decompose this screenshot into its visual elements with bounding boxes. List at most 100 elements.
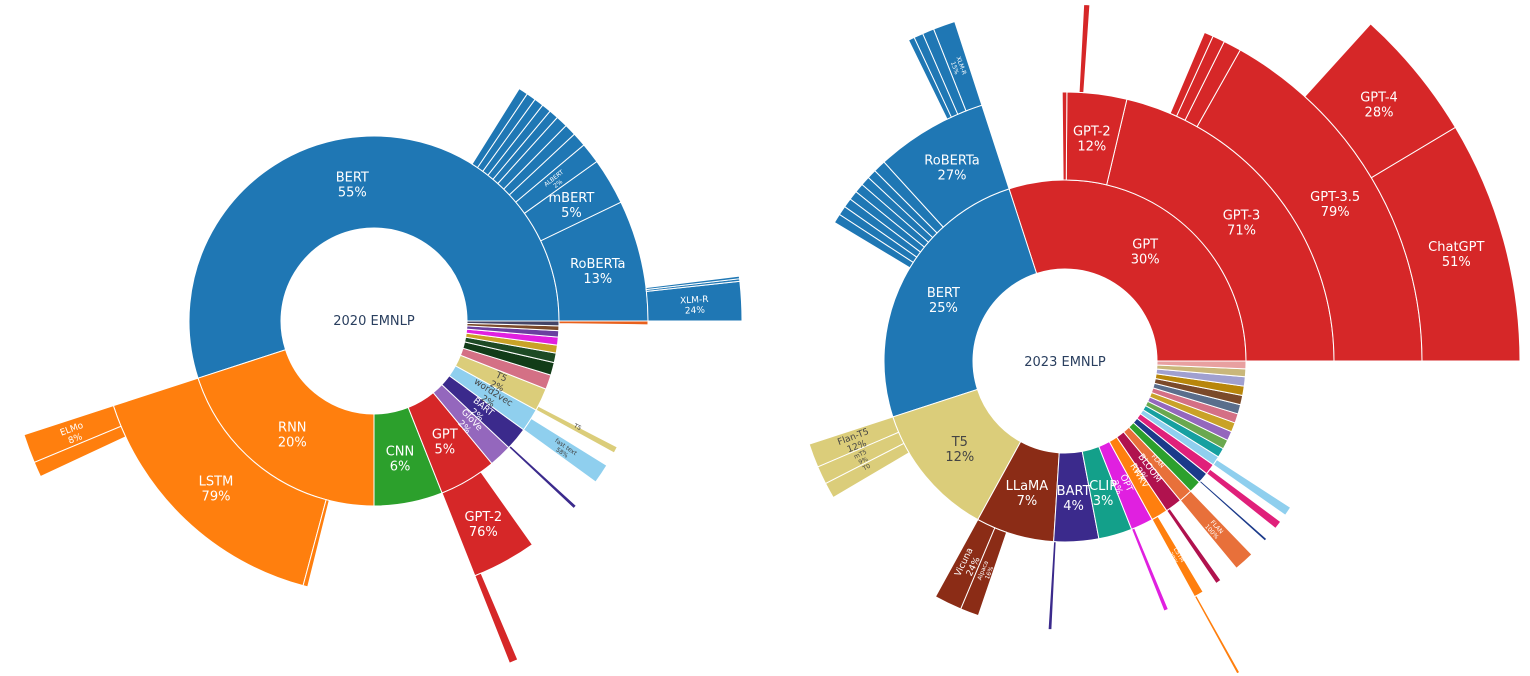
sunburst-2020-segment-minor-r3-35[interactable] <box>474 572 519 664</box>
sunburst-2023-segment-minor-r3-47[interactable] <box>907 36 952 120</box>
sunburst-2020-label-percent: 13% <box>583 272 612 287</box>
sunburst-2023-segment-lstm-r2-55[interactable] <box>1151 515 1204 598</box>
sunburst-2020-segment-minor-r3-33[interactable] <box>33 425 127 478</box>
sunburst-2023-segment-flan-r2-58[interactable] <box>1179 490 1253 569</box>
sunburst-2020: 2020 EMNLP BERT 55%RNN 20%CNN 6%GPT 5%GloVe2… <box>23 87 743 664</box>
sunburst-2023-label-percent: 79% <box>1321 205 1350 220</box>
sunburst-2023-label-percent: 27% <box>938 168 967 183</box>
sunburst-2020-label-name: mBERT <box>548 191 594 206</box>
sunburst-2023-label-percent: 25% <box>929 301 958 316</box>
sunburst-2023-segment-minor-r2-57[interactable] <box>1166 507 1222 585</box>
sunburst-2023-label-percent: 16% <box>984 565 995 580</box>
sunburst-2023-label-percent: 3% <box>1093 494 1114 509</box>
sunburst-2020-segment-fast-text-r2-37[interactable] <box>522 417 608 483</box>
sunburst-2020-label-name: CNN <box>386 445 415 460</box>
sunburst-2020-segment-minor-r2-26[interactable] <box>471 87 528 169</box>
sunburst-2020-label-name: T5 <box>493 370 508 384</box>
sunburst-2020-label-xlm-r: XLM-R24% <box>680 295 710 317</box>
sunburst-2023-label-percent: 12% <box>1077 140 1106 155</box>
sunburst-2023-label-name: T5 <box>951 435 968 450</box>
sunburst-2023-label-gpt-2: GPT-2 12% <box>1073 125 1111 155</box>
sunburst-2023-label-name: LLaMA <box>1006 479 1049 494</box>
sunburst-2023-segment-minor-r2-53[interactable] <box>1047 541 1057 631</box>
sunburst-2020-label-bert: BERT 55% <box>336 171 369 201</box>
sunburst-2020-label-roberta: RoBERTa 13% <box>570 257 625 287</box>
sunburst-2020-label-name: LSTM <box>199 475 234 490</box>
sunburst-2020-label-name: RoBERTa <box>570 257 625 272</box>
sunburst-2020-segment-minor-r1-15[interactable] <box>466 320 560 327</box>
sunburst-2023-label-gpt-3-5: GPT-3.5 79% <box>1310 190 1360 220</box>
sunburst-2023-segment-gpt-4-r4-34[interactable] <box>1304 23 1457 179</box>
sunburst-2023-segment-minor-r2-54[interactable] <box>1130 527 1170 612</box>
sunburst-2020-segment-minor-r2-31[interactable] <box>302 499 330 588</box>
sunburst-2020-label-percent: 55% <box>338 186 367 201</box>
sunburst-2020-segment-t5-r2-38[interactable] <box>535 405 618 454</box>
sunburst-2023-label-percent: 7% <box>1017 494 1038 509</box>
sunburst-2023-label-percent: 28% <box>1365 106 1394 121</box>
sunburst-2023-segment-minor-r2-59[interactable] <box>1198 479 1268 542</box>
sunburst-2020-label-mbert: mBERT 5% <box>548 191 594 221</box>
sunburst-2023-label-gpt-3: GPT-3 71% <box>1223 208 1261 238</box>
sunburst-2023-label-bart: BART 4% <box>1057 484 1091 514</box>
sunburst-2020-label-cnn: CNN 6% <box>386 445 415 475</box>
sunburst-2023-segment-minor-r2-27[interactable] <box>1061 91 1068 181</box>
sunburst-2020-label-percent: 5% <box>434 443 455 458</box>
sunburst-2023-label-percent: 30% <box>1131 253 1160 268</box>
center-title-2020: 2020 EMNLP <box>333 314 415 329</box>
sunburst-2020-segment-minor-r2-36[interactable] <box>508 445 578 510</box>
sunburst-2020-label-name: GPT-2 <box>464 510 502 525</box>
sunburst-2020-label-percent: 76% <box>469 525 498 540</box>
sunburst-2020-label-t5: T5 <box>572 422 583 432</box>
sunburst-2023-label-t0: T0 <box>861 463 872 473</box>
sunburst-2023-label-name: CLIP <box>1089 479 1117 494</box>
sunburst-2023-segment-t0-r2-50[interactable] <box>824 442 910 499</box>
sunburst-2020-label-name: T5 <box>572 422 583 432</box>
sunburst-2020-label-gpt-2: GPT-2 76% <box>464 510 502 540</box>
sunburst-2023-label-percent: 12% <box>945 450 974 465</box>
sunburst-2023-segment-minor-r2-60[interactable] <box>1205 468 1282 530</box>
sunburst-2023-segment-minor-r3-31[interactable] <box>1169 31 1214 117</box>
sunburst-2020-label-gpt: GPT 5% <box>432 428 458 458</box>
sunburst-2023-label-name: GPT-3 <box>1223 208 1261 223</box>
sunburst-2023-label-percent: 71% <box>1227 223 1256 238</box>
sunburst-2023-label-name: BERT <box>927 286 960 301</box>
sunburst-2023-label-name: GPT-2 <box>1073 125 1111 140</box>
sunburst-2023-label-mt5: mT59% <box>853 449 871 467</box>
sunburst-2023-label-percent: 9% <box>858 456 870 467</box>
sunburst-2023-label-percent: 15% <box>949 61 960 76</box>
center-title-2023: 2023 EMNLP <box>1024 355 1106 370</box>
sunburst-2020-label-name: GPT <box>432 428 458 443</box>
sunburst-2023-label-roberta: RoBERTa 27% <box>924 153 979 183</box>
sunburst-2023-label-clip: CLIP 3% <box>1089 479 1117 509</box>
sunburst-2023-label-name: GPT-3.5 <box>1310 190 1360 205</box>
sunburst-2023-label-name: RoBERTa <box>924 153 979 168</box>
sunburst-2020-segment-minor-r2-39[interactable] <box>558 320 649 326</box>
sunburst-2023-label-gpt: GPT 30% <box>1131 238 1160 268</box>
sunburst-2020-segment-gpt-2-r2-34[interactable] <box>441 471 534 577</box>
sunburst-2020-label-percent: 24% <box>685 305 706 316</box>
sunburst-2020-label-name: RNN <box>278 421 306 436</box>
sunburst-2020-label-rnn: RNN 20% <box>278 421 307 451</box>
sunburst-2023-label-name: GPT-4 <box>1360 91 1398 106</box>
sunburst-2023-label-name: GPT <box>1132 238 1158 253</box>
sunburst-2020-label-percent: 5% <box>561 206 582 221</box>
sunburst-2023-segment-minor-r1-24[interactable] <box>1156 360 1247 370</box>
sunburst-2020-label-lstm: LSTM 79% <box>199 475 234 505</box>
sunburst-2023-segment-minor-r2-61[interactable] <box>1212 458 1292 516</box>
sunburst-2023-label-name: ChatGPT <box>1428 240 1484 255</box>
sunburst-2023-segment-minor-r2-43[interactable] <box>833 213 914 269</box>
sunburst-2023-label-gpt-4: GPT-4 28% <box>1360 91 1398 121</box>
sunburst-2020-label-percent: 8% <box>67 432 84 446</box>
sunburst-2020-label-percent: 6% <box>390 459 411 474</box>
sunburst-2020-segment-minor-r3-29[interactable] <box>645 275 741 291</box>
sunburst-2023-segment-minor-r3-56[interactable] <box>1193 594 1241 675</box>
sunburst-2023-label-name: T0 <box>861 463 872 473</box>
sunburst-2023-segment-alpaca-r2-52[interactable] <box>960 527 1008 617</box>
sunburst-2020-label-name: XLM-R <box>680 295 709 307</box>
sunburst-2020-label-name: BERT <box>336 171 369 186</box>
sunburst-2023-label-bert: BERT 25% <box>927 286 960 316</box>
sunburst-2023-label-percent: 4% <box>1063 499 1084 514</box>
sunburst-2023-label-name: BART <box>1057 484 1091 499</box>
sunburst-2023-segment-minor-r3-32[interactable] <box>1078 3 1091 94</box>
sunburst-2023-label-chatgpt: ChatGPT 51% <box>1428 240 1484 270</box>
